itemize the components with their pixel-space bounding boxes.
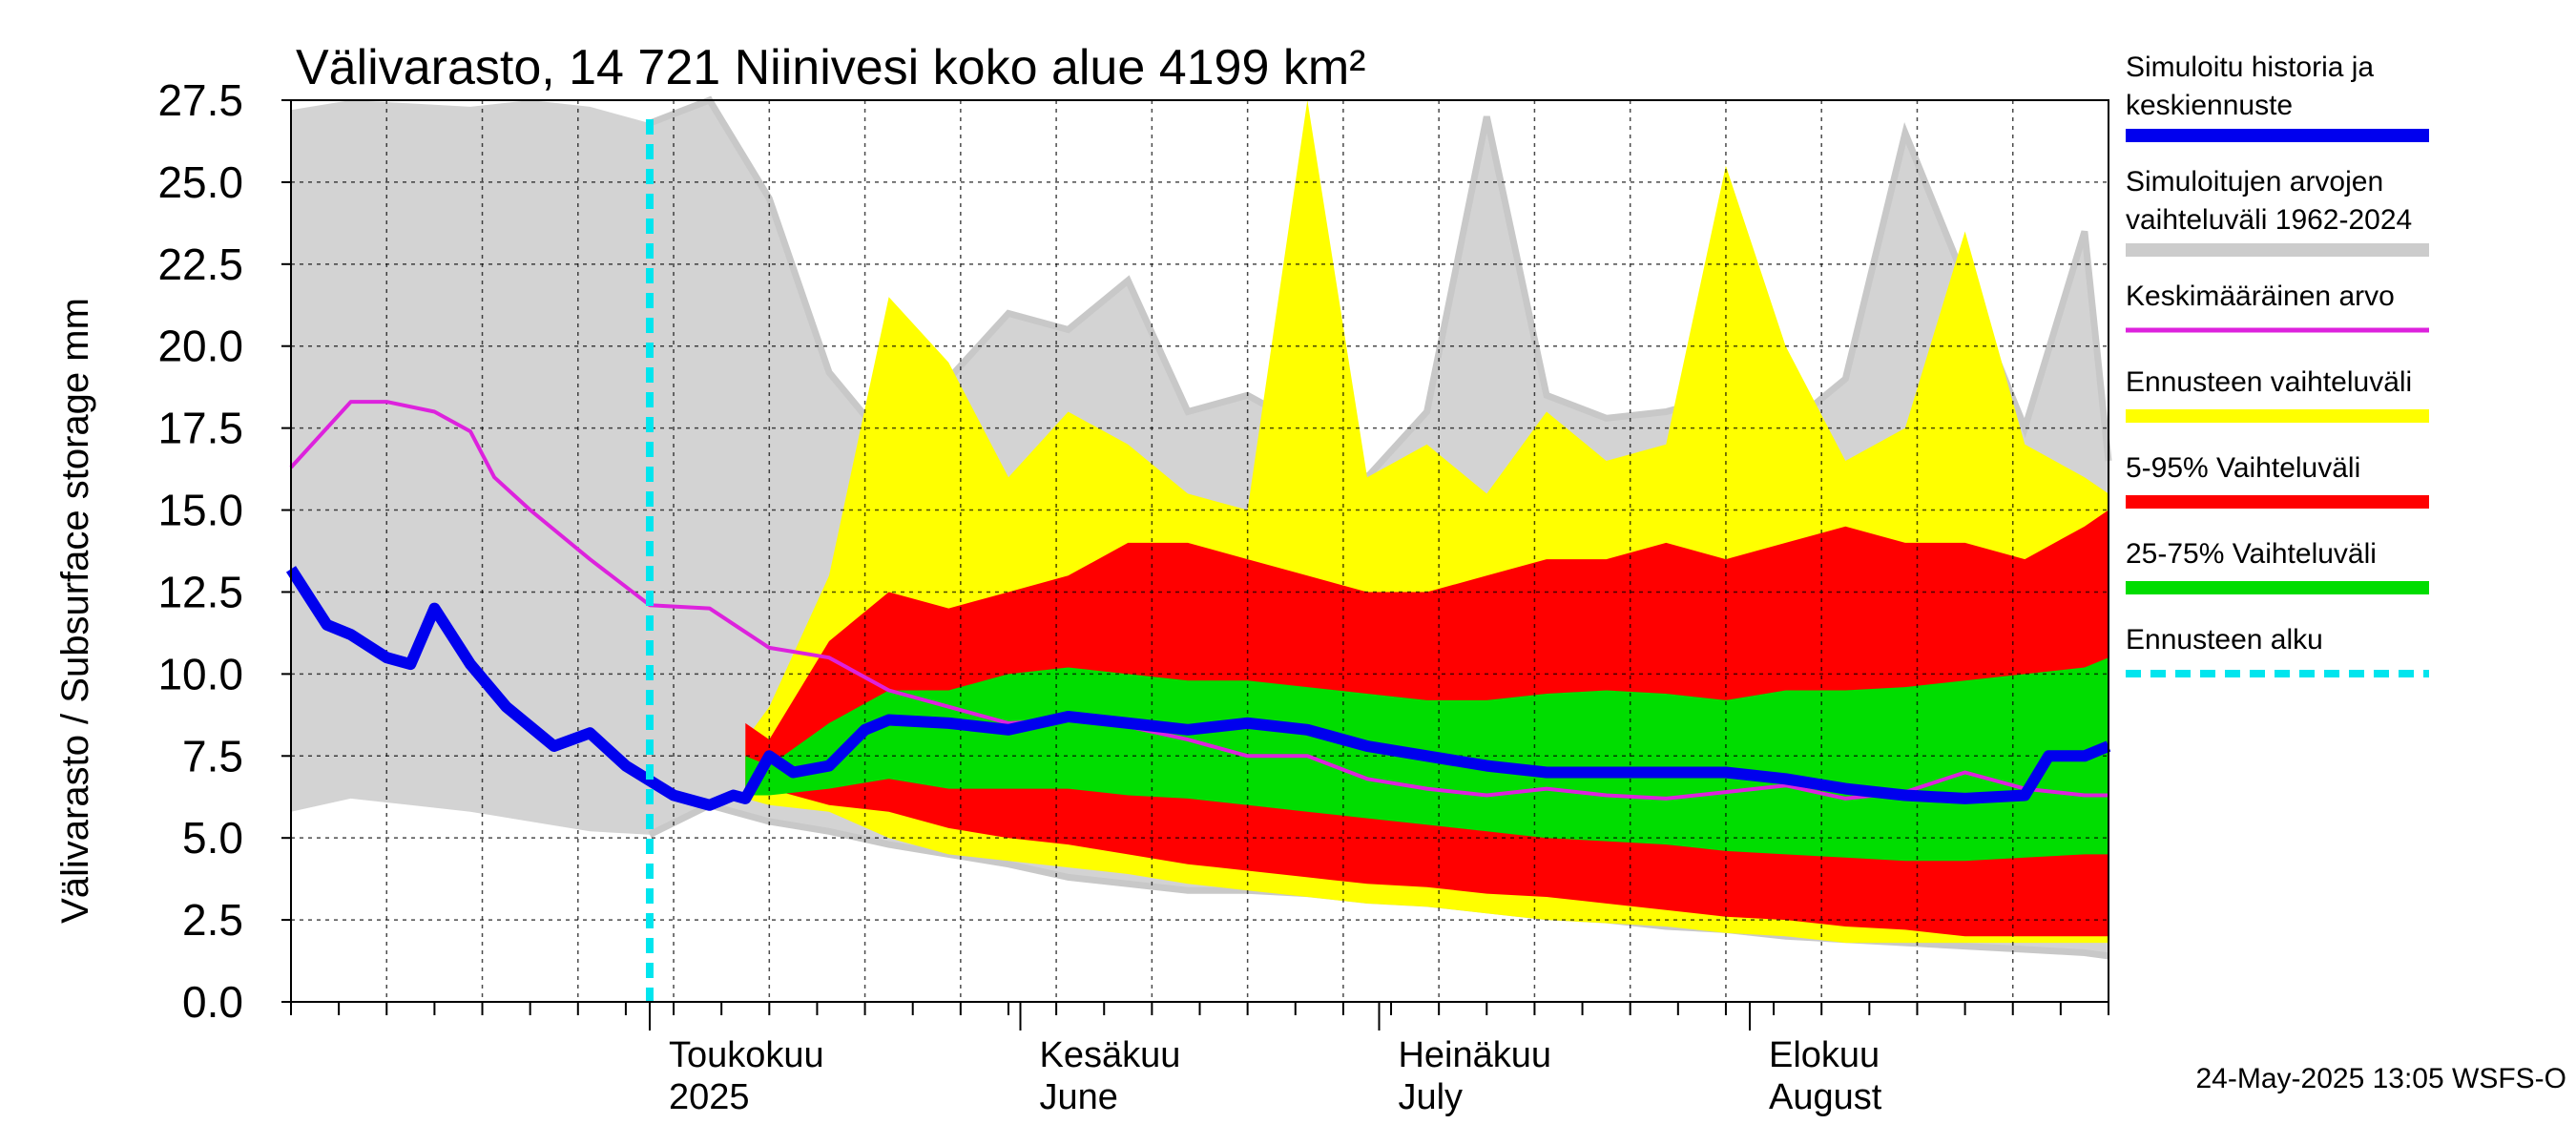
x-month-label: Toukokuu [669, 1035, 824, 1075]
y-tick-label: 17.5 [157, 404, 243, 453]
legend: Simuloitu historia ja keskiennuste Simuloi… [2126, 52, 2429, 677]
legend-label: Simuloitujen arvojen [2126, 166, 2383, 198]
y-tick-label: 22.5 [157, 239, 243, 289]
y-tick-label: 27.5 [157, 75, 243, 125]
x-month-sublabel: July [1398, 1077, 1463, 1117]
y-tick-label: 2.5 [182, 895, 243, 945]
x-month-label: Kesäkuu [1040, 1035, 1181, 1075]
y-axis-label: Välivarasto / Subsurface storage mm [54, 298, 96, 924]
x-month-sublabel: August [1769, 1077, 1882, 1117]
y-tick-label: 5.0 [182, 813, 243, 863]
y-tick-label: 25.0 [157, 157, 243, 207]
axes-layer [281, 99, 2109, 1030]
legend-label: Ennusteen vaihteluväli [2126, 366, 2412, 398]
lines-layer [285, 119, 2111, 1002]
x-month-sublabel: June [1040, 1077, 1118, 1117]
y-tick-label: 0.0 [182, 977, 243, 1027]
x-month-sublabel: 2025 [669, 1077, 750, 1117]
y-tick-label: 10.0 [157, 649, 243, 698]
legend-label: Keskimääräinen arvo [2126, 281, 2395, 312]
chart-title: Välivarasto, 14 721 Niinivesi koko alue … [296, 40, 1365, 95]
bands-layer [291, 95, 2112, 960]
legend-label: Ennusteen alku [2126, 624, 2323, 656]
y-tick-label: 15.0 [157, 486, 243, 535]
legend-label: Simuloitu historia ja [2126, 52, 2374, 83]
legend-label: 5-95% Vaihteluväli [2126, 452, 2360, 484]
legend-label: keskiennuste [2126, 90, 2293, 121]
y-tick-label: 7.5 [182, 731, 243, 781]
y-tick-label: 12.5 [157, 567, 243, 616]
legend-label: vaihteluväli 1962-2024 [2126, 204, 2412, 236]
line-main [285, 566, 2111, 811]
x-month-label: Elokuu [1769, 1035, 1880, 1075]
y-tick-label: 20.0 [157, 322, 243, 371]
footer-timestamp: 24-May-2025 13:05 WSFS-O [2196, 1063, 2567, 1094]
legend-label: 25-75% Vaihteluväli [2126, 538, 2377, 570]
y-tick-labels: 0.0 2.5 5.0 7.5 10.0 12.5 15.0 17.5 20.0 22.5 25.0… [157, 75, 243, 1027]
x-month-label: Heinäkuu [1398, 1035, 1551, 1075]
grid-layer [291, 99, 2109, 1003]
